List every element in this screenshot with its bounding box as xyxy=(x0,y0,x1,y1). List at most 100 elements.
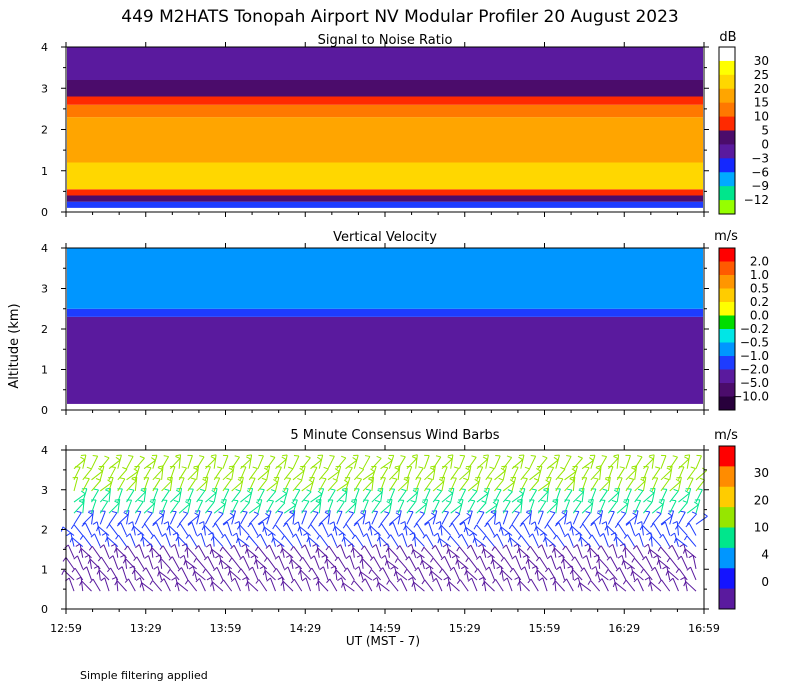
wind-barb xyxy=(643,501,653,514)
wind-barb xyxy=(264,570,276,581)
wind-barb-flag xyxy=(245,581,249,587)
wind-barb xyxy=(329,578,338,592)
wind-barb-flag xyxy=(621,560,624,566)
wind-barb xyxy=(502,491,513,503)
wind-barb-flag xyxy=(299,467,305,472)
wind-barb-flag xyxy=(187,521,193,526)
wind-barb xyxy=(537,466,543,480)
wind-barb xyxy=(297,521,303,536)
wind-barb-flag xyxy=(478,576,484,581)
wind-barb xyxy=(511,524,522,536)
wind-barb xyxy=(406,501,416,514)
wind-barb-flag xyxy=(421,501,427,505)
wind-barb-flag xyxy=(642,556,647,561)
wind-barb-flag xyxy=(671,499,677,502)
wind-barb-flag xyxy=(184,579,189,585)
wind-barb-flag xyxy=(534,526,537,532)
wind-barb-flag xyxy=(174,582,178,588)
wind-barb xyxy=(275,459,287,470)
wind-barb-flag xyxy=(317,490,323,495)
wind-barb xyxy=(237,537,250,547)
wind-barb-flag xyxy=(430,512,436,517)
wind-barb-flag xyxy=(392,477,398,480)
wind-barb-flag xyxy=(107,479,112,484)
wind-barb-flag xyxy=(658,579,662,585)
wind-barb-flag xyxy=(626,565,632,570)
wind-barb xyxy=(678,502,688,514)
wind-barb-flag xyxy=(104,537,108,543)
wind-barb xyxy=(511,493,524,503)
wind-barb xyxy=(390,534,399,547)
wind-barb xyxy=(686,513,697,525)
wind-barb xyxy=(316,543,320,558)
wind-barb xyxy=(310,467,318,481)
wind-barb xyxy=(476,466,484,481)
wind-barb-flag xyxy=(514,510,520,513)
wind-barb xyxy=(485,504,498,514)
wind-barb xyxy=(441,511,449,525)
wind-barb-flag xyxy=(674,538,677,544)
colorbar-swatch xyxy=(719,342,735,357)
wind-barb xyxy=(246,577,250,592)
wind-barb xyxy=(590,469,601,481)
wind-barb-flag xyxy=(509,567,514,573)
wind-barb xyxy=(144,523,154,536)
wind-barb-flag xyxy=(498,526,502,532)
wind-barb-flag xyxy=(511,555,516,560)
wind-barb-flag xyxy=(246,490,252,494)
wind-barb xyxy=(562,554,566,569)
colorbar-swatch xyxy=(719,261,735,276)
wind-barb-flag xyxy=(525,558,529,564)
wind-barb-flag xyxy=(301,544,306,549)
wind-barb-flag xyxy=(283,566,289,571)
wind-barb xyxy=(300,569,311,581)
wind-barb xyxy=(397,456,406,469)
wind-barb xyxy=(187,455,193,469)
wind-barb xyxy=(299,526,311,536)
wind-barb xyxy=(212,581,224,592)
wind-barb-flag xyxy=(282,522,288,527)
colorbar-swatch xyxy=(719,74,735,90)
wind-barb-flag xyxy=(685,522,690,528)
wind-barb xyxy=(515,555,522,570)
wind-barb xyxy=(192,566,198,581)
wind-barb xyxy=(529,510,532,525)
wind-barb xyxy=(157,566,163,581)
wind-barb xyxy=(538,482,550,492)
wind-barb-flag xyxy=(524,466,530,470)
wind-barb xyxy=(143,503,155,514)
wind-barb-flag xyxy=(546,555,552,560)
wind-barb xyxy=(690,566,697,581)
colorbar-label: 0 xyxy=(761,137,769,151)
wind-barb-flag xyxy=(560,558,565,564)
wind-barb xyxy=(546,488,550,503)
wind-barb-flag xyxy=(361,578,366,583)
colorbar-label: 0 xyxy=(761,575,769,589)
wind-barb xyxy=(511,467,519,481)
x-tick-label: 13:29 xyxy=(130,622,162,635)
wind-barb xyxy=(362,500,369,514)
wind-barb-flag xyxy=(686,566,691,571)
wind-barb xyxy=(477,568,487,581)
wind-barb-flag xyxy=(266,577,271,582)
wind-barb xyxy=(537,511,544,525)
wind-barb xyxy=(62,526,75,536)
wind-barb-flag xyxy=(472,537,476,543)
wind-barb xyxy=(283,488,289,503)
wind-barb xyxy=(134,491,146,503)
wind-barb xyxy=(485,468,495,481)
wind-barb-flag xyxy=(585,511,591,514)
heatmap-band xyxy=(67,47,703,80)
wind-barb xyxy=(129,533,136,547)
wind-barb-flag xyxy=(535,556,540,562)
wind-barb-flag xyxy=(492,501,498,506)
wind-barb-flag xyxy=(372,577,378,581)
wind-barb-flag xyxy=(388,522,394,526)
wind-barb xyxy=(630,566,636,581)
wind-barb xyxy=(519,580,530,592)
wind-barb xyxy=(536,569,548,581)
colorbar-swatch xyxy=(719,547,735,569)
wind-barb xyxy=(360,571,373,581)
wind-barb-flag xyxy=(160,578,165,583)
